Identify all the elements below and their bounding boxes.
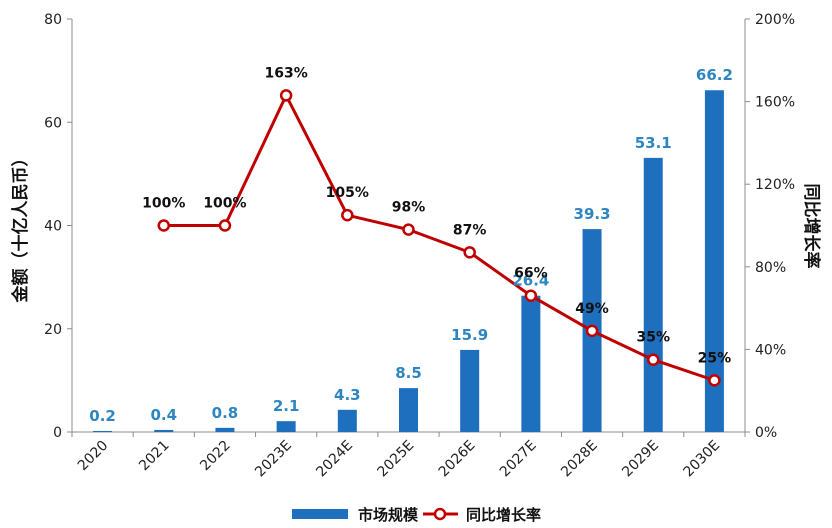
line-point (463, 246, 476, 259)
x-tick-label: 2029E (619, 438, 662, 481)
line-value-label: 100% (203, 196, 246, 212)
x-tick-label: 2023E (252, 438, 295, 481)
line-value-label: 49% (575, 301, 609, 317)
x-tick-label: 2025E (375, 438, 418, 481)
line-point (708, 374, 721, 387)
y2-tick-label: 0% (755, 425, 777, 441)
line-value-label: 87% (453, 222, 487, 238)
x-tick-label: 2027E (497, 438, 540, 481)
bar-value-label: 0.2 (89, 407, 116, 425)
bar (643, 157, 663, 432)
growth-line-path (163, 93, 715, 382)
bar (704, 90, 724, 433)
bar (521, 295, 541, 432)
x-tick-label: 2020 (75, 438, 112, 475)
bar (93, 430, 113, 432)
line-point (524, 289, 538, 302)
bar (460, 349, 480, 432)
x-tick-label: 2021 (136, 438, 173, 475)
y2-tick-label: 200% (755, 12, 795, 28)
legend: 市场规模 同比增长率 (292, 506, 541, 524)
bar-value-label: 2.1 (273, 397, 300, 415)
y-tick-label: 20 (44, 322, 62, 338)
bar-value-label: 15.9 (451, 326, 488, 344)
bar-value-label: 66.2 (696, 66, 733, 84)
bar (276, 421, 296, 432)
bar-value-label: 0.8 (212, 404, 239, 422)
bar-value-label: 0.4 (150, 406, 177, 424)
line-value-label: 105% (326, 185, 369, 201)
data-labels: 0.2 0.4 0.8 2.1 4.3 8.5 15.9 26.4 39.3 53.1 66.2 10… (89, 65, 733, 425)
growth-line (157, 89, 721, 387)
y-tick-label: 80 (44, 12, 62, 28)
x-tick-label: 2022 (197, 438, 234, 475)
y2-tick-label: 80% (755, 260, 786, 276)
bar (154, 429, 174, 432)
y2-tick-label: 120% (755, 177, 795, 193)
line-value-label: 98% (392, 200, 426, 216)
x-tick-label: 2024E (313, 438, 356, 481)
bar-value-label: 26.4 (512, 272, 549, 290)
line-point (341, 208, 354, 222)
line-value-label: 163% (265, 65, 308, 81)
bar-value-label: 39.3 (574, 205, 611, 223)
line-point (402, 223, 415, 236)
bar (399, 388, 418, 432)
y-axis-title: 金额（十亿人民币） (10, 150, 31, 304)
line-point (279, 89, 293, 102)
line-point (218, 219, 232, 232)
y-tick-label: 60 (44, 115, 62, 131)
y2-tick-label: 160% (755, 95, 795, 111)
y-tick-label: 0 (53, 425, 62, 441)
x-tick-label: 2028E (558, 438, 601, 481)
x-tick-label: 2030E (680, 438, 723, 481)
line-value-label: 25% (698, 350, 732, 366)
x-tick-label: 2026E (436, 438, 479, 481)
legend-swatch-marker (433, 507, 447, 521)
y2-tick-label: 40% (755, 342, 786, 358)
bar-value-label: 4.3 (334, 386, 361, 404)
line-value-label: 100% (142, 196, 185, 212)
y-tick-label: 40 (44, 219, 62, 235)
legend-label-bar: 市场规模 (358, 506, 419, 524)
line-value-label: 66% (514, 266, 548, 282)
line-point (157, 219, 171, 232)
legend-label-line: 同比增长率 (466, 506, 541, 524)
bar-value-label: 8.5 (395, 364, 422, 382)
line-point (585, 324, 599, 338)
bar (215, 427, 235, 432)
line-value-label: 35% (636, 330, 670, 346)
bar-value-label: 53.1 (635, 134, 672, 152)
line-point (646, 353, 660, 366)
bar (337, 409, 357, 432)
y2-axis-title: 同比增长率 (801, 184, 822, 269)
legend-swatch-bar (292, 509, 348, 519)
